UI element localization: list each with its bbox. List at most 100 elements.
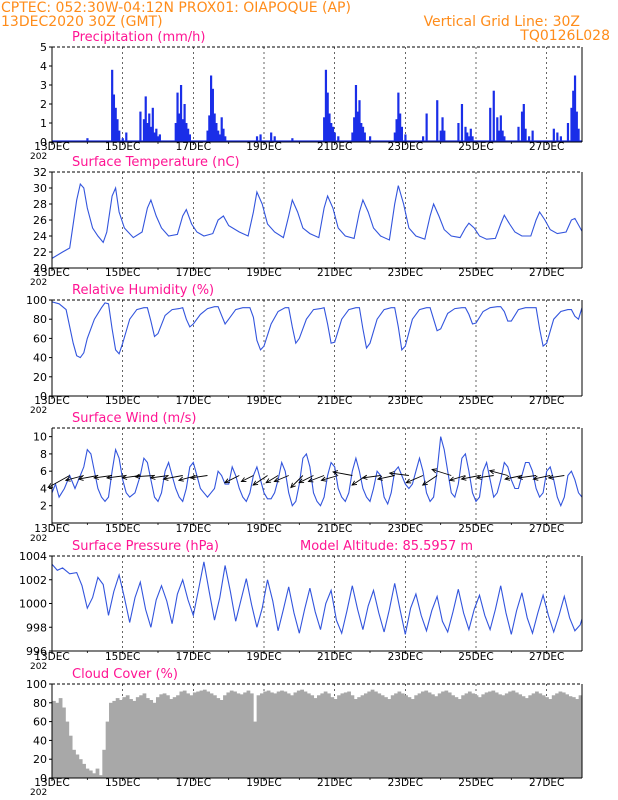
x-tick-label: 21DEC bbox=[317, 777, 352, 789]
precip-bar bbox=[118, 130, 121, 142]
x-tick-label: 23DEC bbox=[388, 395, 423, 407]
panel-title-precip: Precipitation (mm/h) bbox=[72, 30, 205, 45]
cloud-bar bbox=[474, 695, 479, 778]
precip-bar bbox=[153, 132, 156, 142]
precip-bar bbox=[215, 123, 218, 142]
precip-bar bbox=[337, 136, 340, 142]
wind-vector-head bbox=[448, 476, 455, 482]
precip-bar bbox=[399, 113, 402, 142]
cloud-bar bbox=[390, 695, 395, 778]
cloud-bar bbox=[437, 693, 442, 778]
cloud-bar bbox=[504, 693, 509, 778]
wind-vector-head bbox=[177, 476, 184, 482]
cloud-bar bbox=[538, 693, 543, 778]
cloud-bar bbox=[441, 691, 445, 778]
cloud-bar bbox=[370, 689, 375, 778]
precip-bar bbox=[188, 134, 191, 142]
wind-vector-head bbox=[134, 473, 141, 480]
precip-bar bbox=[179, 85, 183, 142]
cloud-bar bbox=[313, 698, 318, 778]
x-tick-label: 27DEC bbox=[529, 395, 564, 407]
panel-annotation-pres: Model Altitude: 85.5957 m bbox=[300, 539, 473, 554]
cloud-bar bbox=[451, 695, 455, 778]
wind-vector bbox=[333, 471, 353, 476]
cloud-bar bbox=[280, 690, 284, 778]
cloud-bar bbox=[58, 698, 63, 778]
wind-vector bbox=[431, 469, 452, 476]
wind-vector bbox=[224, 475, 240, 484]
cloud-bar bbox=[323, 691, 328, 778]
cloud-bar bbox=[246, 690, 251, 778]
precip-bar bbox=[206, 130, 209, 142]
wind-vector bbox=[422, 475, 438, 486]
cloud-bar bbox=[471, 693, 476, 778]
cloud-bar bbox=[135, 697, 140, 778]
header-date: 13DEC2020 30Z (GMT) bbox=[1, 14, 163, 30]
x-tick-label: 15DEC bbox=[105, 141, 140, 153]
cloud-bar bbox=[357, 697, 362, 778]
y-tick-label: 10 bbox=[33, 431, 47, 444]
x-tick-label: 15DEC bbox=[105, 523, 140, 535]
cloud-bar bbox=[535, 691, 539, 778]
x-tick-label: 25DEC bbox=[458, 777, 493, 789]
precip-bar bbox=[259, 134, 262, 142]
wind-vector bbox=[389, 472, 409, 476]
y-tick-label: 5 bbox=[40, 41, 47, 54]
y-tick-label: 40 bbox=[33, 734, 47, 747]
precip-bar bbox=[255, 136, 259, 142]
cloud-bar bbox=[52, 700, 56, 778]
panel-rh bbox=[49, 299, 583, 399]
wind-vector-head bbox=[405, 478, 412, 484]
cloud-bar bbox=[283, 691, 288, 778]
wind-vector bbox=[94, 475, 113, 479]
cloud-bar bbox=[377, 693, 382, 778]
cloud-bar bbox=[478, 697, 482, 778]
cloud-bar bbox=[575, 699, 580, 778]
x-tick-label: 19DEC bbox=[246, 267, 281, 279]
cloud-bar bbox=[296, 690, 301, 778]
wind-vector bbox=[548, 475, 565, 479]
cloud-bar bbox=[524, 698, 529, 778]
cloud-bar bbox=[353, 699, 358, 778]
panel-temp bbox=[49, 171, 583, 271]
precip-bar bbox=[572, 90, 575, 142]
precip-bar bbox=[174, 123, 177, 142]
cloud-bar bbox=[343, 692, 348, 778]
wind-vector bbox=[461, 475, 480, 480]
wind-vector bbox=[377, 475, 395, 480]
y-tick-label: 4 bbox=[40, 60, 47, 73]
cloud-bar bbox=[172, 697, 177, 778]
cloud-bar bbox=[424, 690, 429, 778]
precip-bar bbox=[331, 126, 335, 142]
cloud-bar bbox=[511, 690, 516, 778]
y-tick-label: 3 bbox=[40, 79, 47, 92]
cloud-bar bbox=[159, 694, 164, 778]
x-tick-label: 27DEC bbox=[529, 141, 564, 153]
wind-vector-head bbox=[547, 474, 554, 480]
cloud-bar bbox=[340, 693, 345, 778]
cloud-bar bbox=[55, 702, 60, 778]
year-stub: 202 bbox=[30, 788, 47, 798]
series-line-rh bbox=[51, 301, 583, 359]
precip-bar bbox=[211, 88, 214, 142]
x-tick-label: 17DEC bbox=[176, 777, 211, 789]
cloud-bar bbox=[508, 691, 512, 778]
precip-bar bbox=[217, 130, 220, 142]
cloud-bar bbox=[92, 773, 97, 778]
wind-vector bbox=[308, 475, 325, 482]
precip-bar bbox=[573, 75, 577, 142]
wind-vector-head bbox=[149, 474, 156, 480]
cloud-bar bbox=[310, 695, 315, 778]
x-tick-label: 13DEC bbox=[34, 523, 69, 535]
wind-vector-head bbox=[105, 474, 112, 480]
cloud-bar bbox=[119, 699, 123, 778]
cloud-bar bbox=[132, 700, 137, 778]
cloud-bar bbox=[464, 693, 469, 778]
wind-vector-head bbox=[351, 480, 358, 486]
precip-bar bbox=[210, 75, 213, 142]
precip-bar bbox=[333, 132, 336, 142]
wind-vector-head bbox=[320, 476, 327, 482]
wind-vector bbox=[489, 470, 508, 476]
precip-bar bbox=[469, 128, 472, 142]
precip-bar bbox=[86, 138, 89, 142]
